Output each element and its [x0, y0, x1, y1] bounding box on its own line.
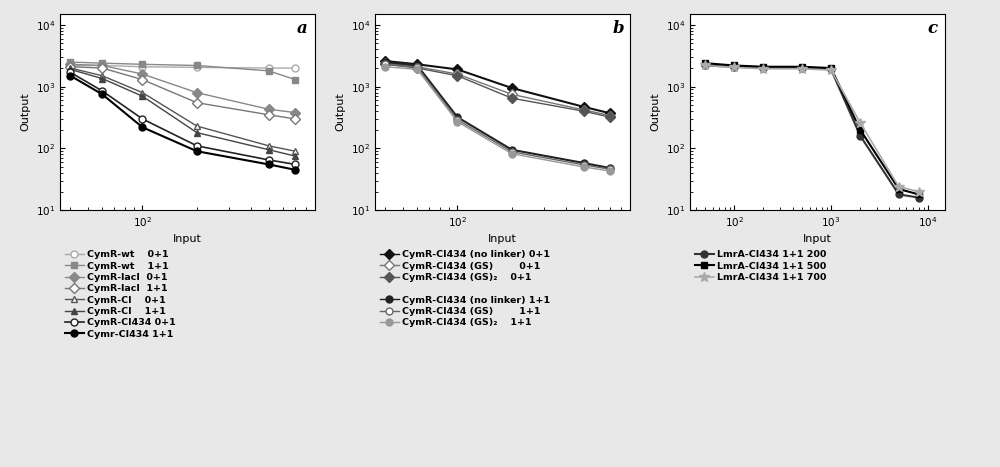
Text: c: c	[927, 20, 937, 37]
Text: a: a	[297, 20, 308, 37]
Text: b: b	[612, 20, 624, 37]
Legend: CymR-CI434 (no linker) 0+1, CymR-CI434 (GS)        0+1, CymR-CI434 (GS)₂    0+1,: CymR-CI434 (no linker) 0+1, CymR-CI434 (…	[380, 250, 551, 327]
X-axis label: Input: Input	[488, 234, 517, 244]
X-axis label: Input: Input	[173, 234, 202, 244]
Y-axis label: Output: Output	[650, 93, 660, 131]
X-axis label: Input: Input	[803, 234, 832, 244]
Legend: LmrA-CI434 1+1 200, LmrA-CI434 1+1 500, LmrA-CI434 1+1 700: LmrA-CI434 1+1 200, LmrA-CI434 1+1 500, …	[695, 250, 827, 282]
Y-axis label: Output: Output	[20, 93, 30, 131]
Legend: CymR-wt    0+1, CymR-wt    1+1, CymR-lacI  0+1, CymR-lacI  1+1, CymR-CI    0+1, : CymR-wt 0+1, CymR-wt 1+1, CymR-lacI 0+1,…	[65, 250, 176, 339]
Y-axis label: Output: Output	[335, 93, 345, 131]
